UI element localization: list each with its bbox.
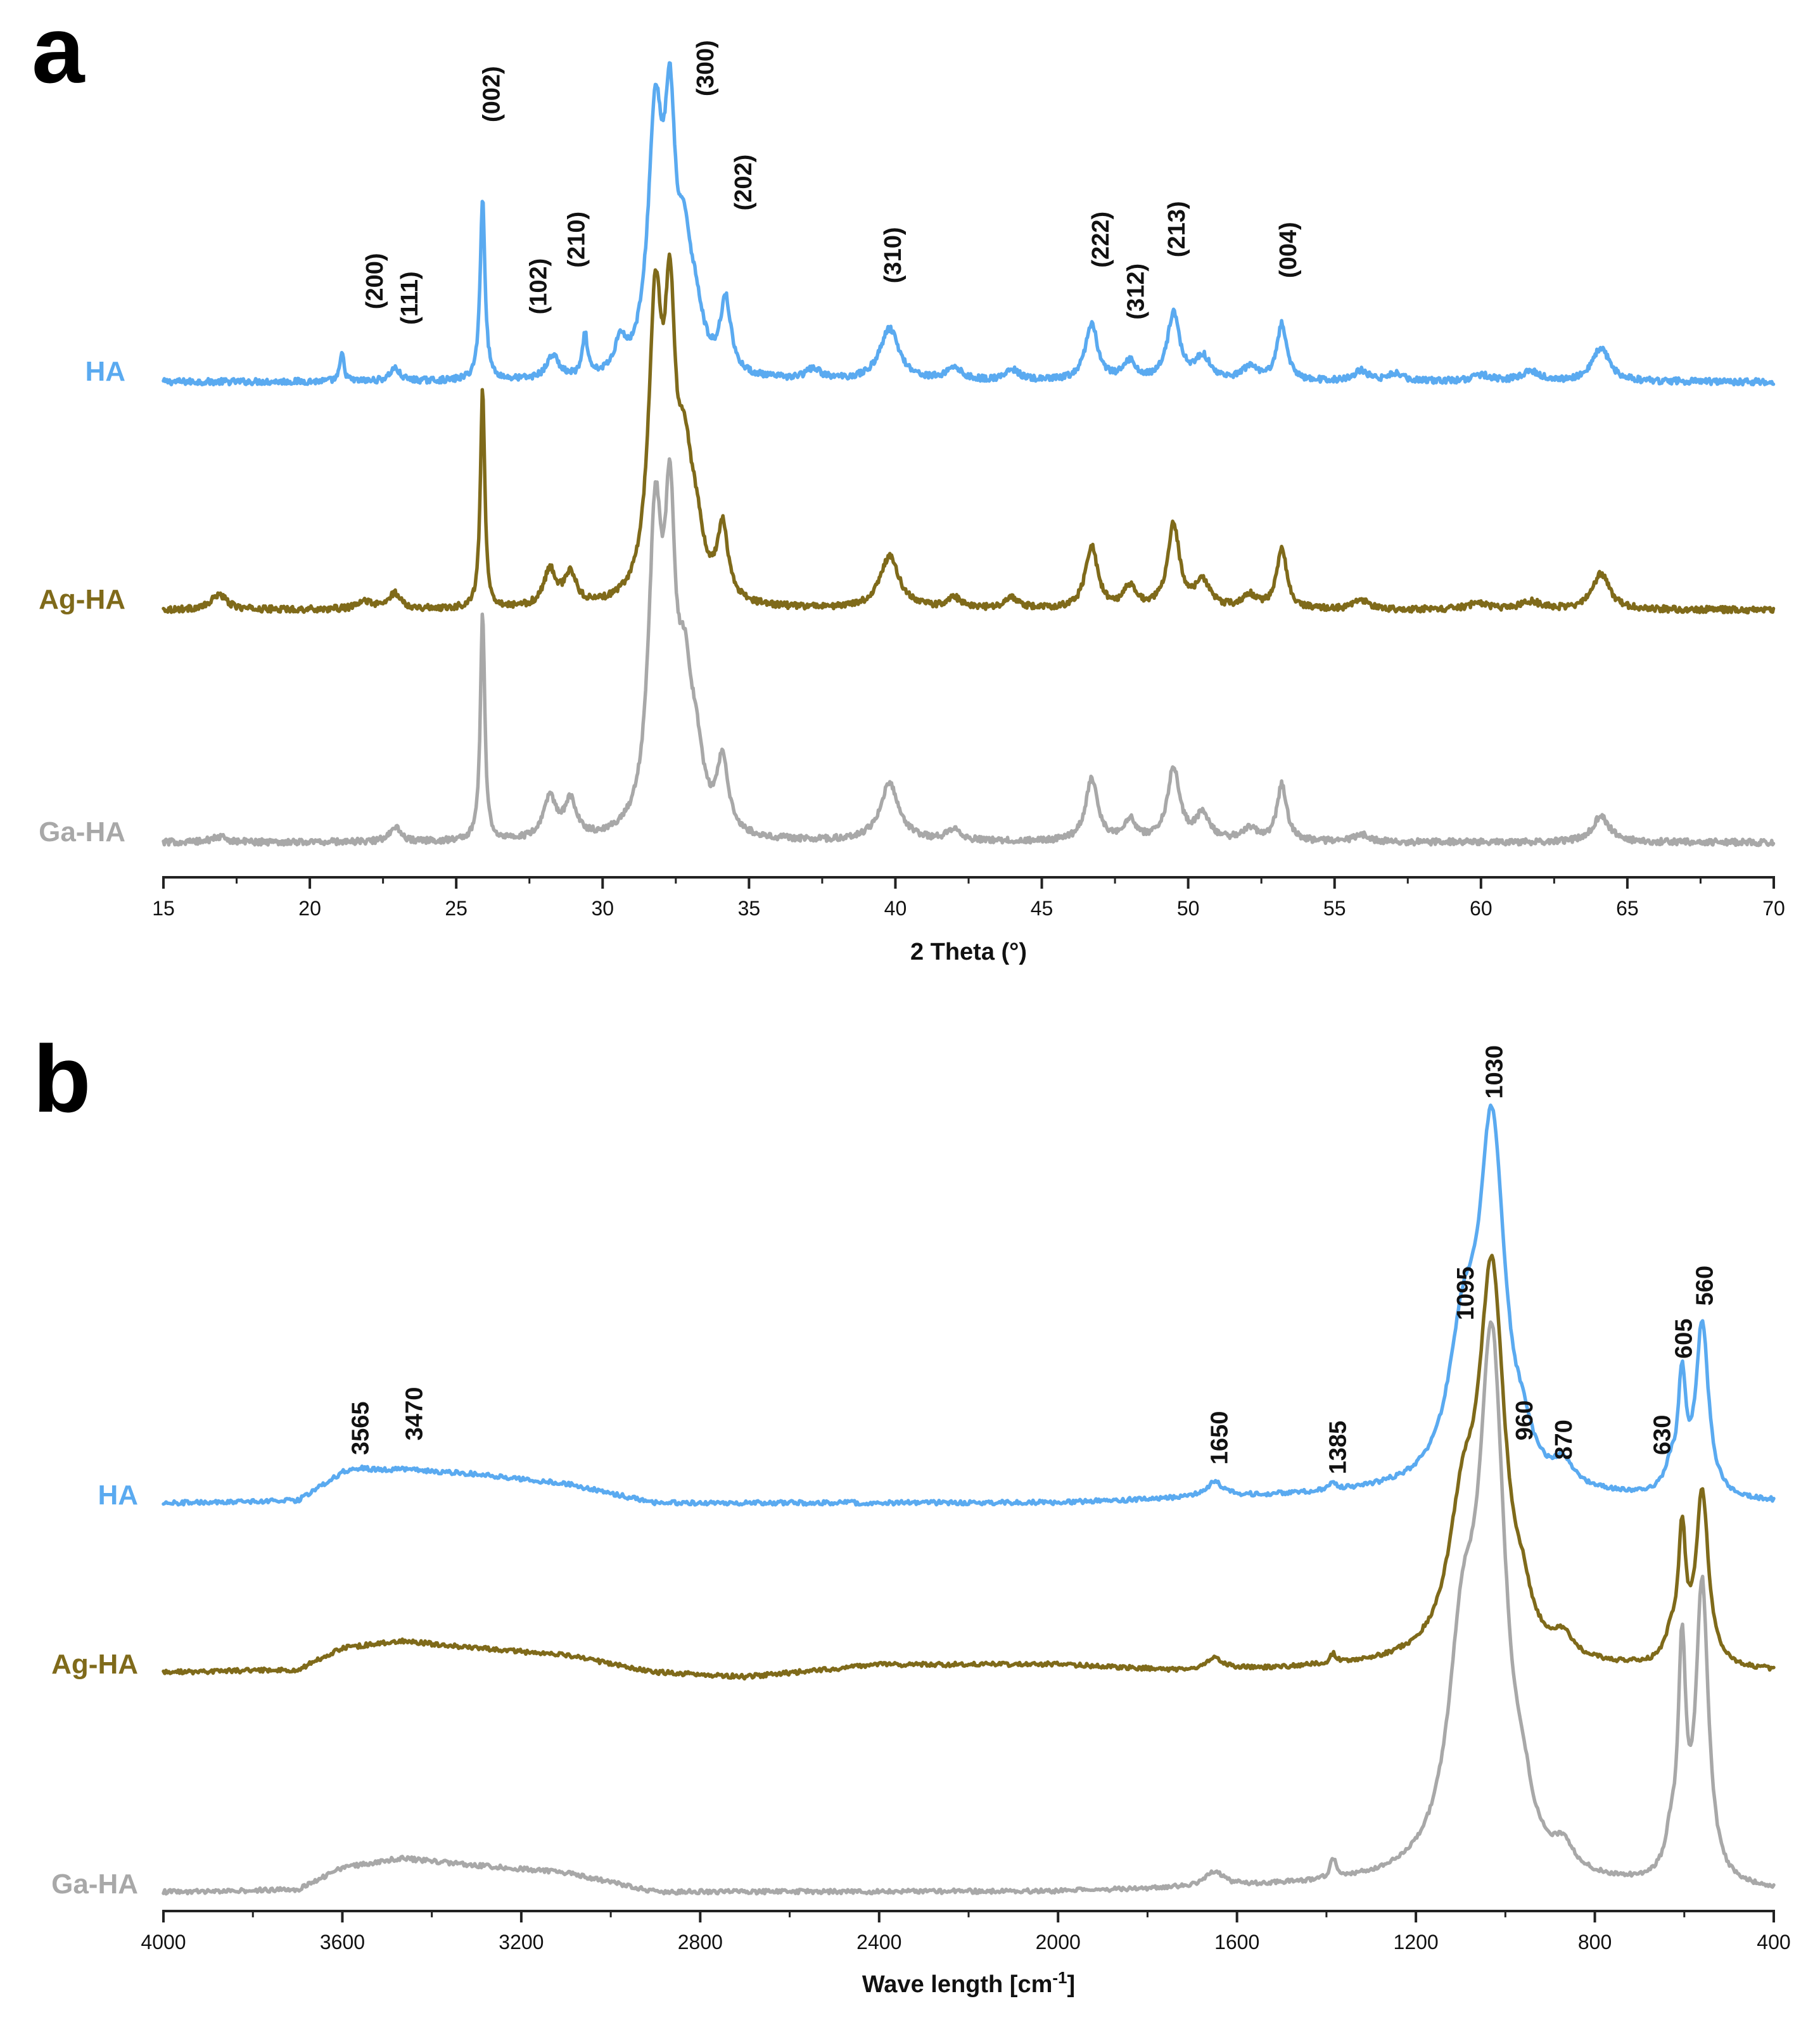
x-tick-label: 60	[1470, 897, 1492, 920]
x-tick-label: 50	[1177, 897, 1200, 920]
x-tick-label: 1600	[1214, 1931, 1259, 1953]
ftir-chart: HA Ag-HA Ga-HA 3565 3470 1650 1385 1095 1030 960 8…	[51, 1045, 1791, 1998]
x-tick-label: 35	[738, 897, 761, 920]
x-axis-title: Wave length [cm-1]	[862, 1968, 1075, 1998]
x-tick-label: 3200	[499, 1931, 544, 1953]
series-ha-trace	[162, 1103, 1776, 1507]
series-ga-ha-trace	[162, 1320, 1776, 1896]
x-tick-label: 70	[1762, 897, 1785, 920]
peak-label: (002)	[479, 66, 506, 122]
x-tick-label: 2000	[1036, 1931, 1081, 1953]
series-label-ag-ha: Ag-HA	[51, 1649, 138, 1680]
x-axis-title: 2 Theta (°)	[910, 939, 1027, 965]
xrd-chart: HA Ag-HA Ga-HA (200) (111) (002) (102) (210) (21…	[39, 40, 1785, 965]
peak-label: 605	[1670, 1319, 1697, 1359]
x-tick-label: 15	[152, 897, 175, 920]
peak-label: 630	[1650, 1415, 1676, 1455]
peak-label: 1650	[1206, 1411, 1233, 1465]
x-tick-label: 25	[445, 897, 468, 920]
x-tick-label: 30	[591, 897, 614, 920]
peak-label: 560	[1692, 1266, 1719, 1305]
x-tick-label: 45	[1031, 897, 1053, 920]
peak-label: (102)	[526, 258, 552, 315]
x-tick-label: 2800	[678, 1931, 723, 1953]
x-tick-label: 55	[1323, 897, 1346, 920]
x-tick-label: 800	[1578, 1931, 1612, 1953]
panel-a-letter: a	[32, 0, 86, 103]
peak-label: 960	[1511, 1401, 1538, 1440]
series-label-ha: HA	[85, 356, 125, 387]
peak-label: (213)	[1164, 201, 1190, 257]
peak-label: (210)	[564, 212, 590, 268]
peak-label: (111)	[397, 271, 423, 325]
peak-label: 3470	[401, 1387, 428, 1441]
series-label-ga-ha: Ga-HA	[51, 1869, 138, 1900]
peak-label: 1385	[1325, 1421, 1352, 1475]
peak-label: (200)	[362, 253, 388, 309]
x-tick-label: 4000	[141, 1931, 186, 1953]
series-label-ha: HA	[98, 1480, 138, 1511]
peak-label: 3565	[348, 1401, 374, 1455]
x-tick-label: 1200	[1394, 1931, 1439, 1953]
series-ga-ha-trace	[162, 457, 1776, 848]
x-tick-label: 40	[884, 897, 907, 920]
x-tick-label: 2400	[856, 1931, 901, 1953]
peak-label: (202)	[730, 155, 757, 211]
peak-label: 1030	[1482, 1045, 1508, 1099]
series-label-ga-ha: Ga-HA	[39, 816, 125, 848]
peak-label: (300)	[692, 40, 719, 96]
x-tick-label: 65	[1616, 897, 1639, 920]
peak-label: (004)	[1275, 222, 1302, 278]
peak-label: (222)	[1088, 212, 1114, 268]
x-tick-label: 400	[1757, 1931, 1790, 1953]
x-tick-label: 20	[298, 897, 321, 920]
series-ha-trace	[162, 61, 1776, 387]
peak-label: 1095	[1453, 1267, 1479, 1321]
panel-b-letter: b	[33, 1026, 91, 1132]
x-tick-label: 3600	[320, 1931, 365, 1953]
series-ag-ha-trace	[162, 1254, 1776, 1681]
series-label-ag-ha: Ag-HA	[39, 584, 125, 615]
peak-label: (310)	[880, 227, 907, 283]
peak-label: (312)	[1123, 264, 1149, 320]
peak-label: 870	[1551, 1420, 1577, 1459]
series-ag-ha-trace	[162, 252, 1776, 615]
